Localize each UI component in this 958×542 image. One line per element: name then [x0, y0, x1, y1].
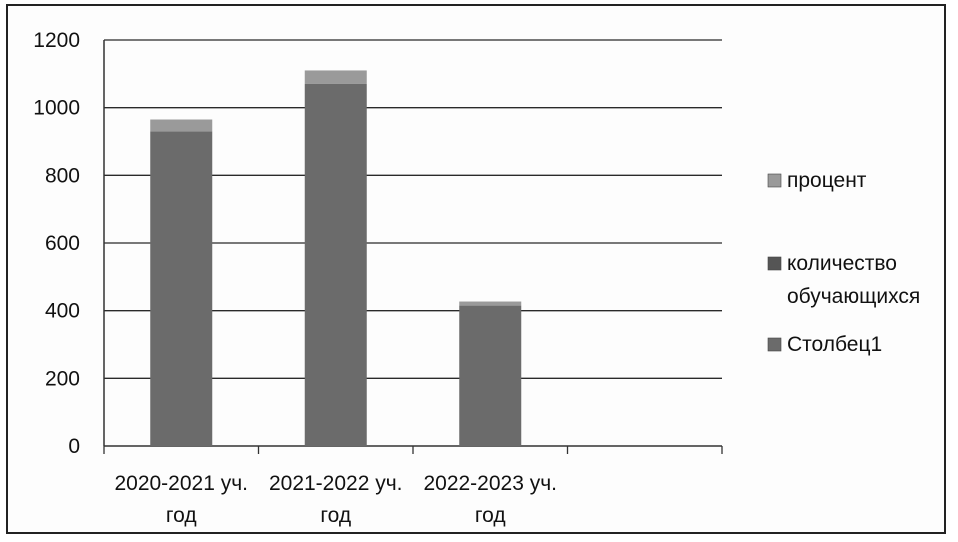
y-tick-label: 600	[45, 232, 80, 255]
legend-label: количество	[787, 252, 897, 275]
bar-procent-2	[304, 70, 367, 84]
bar-kolichestvo-1	[150, 131, 213, 446]
legend-swatch	[767, 256, 782, 271]
x-category-label: год	[475, 504, 506, 527]
y-axis-ticks: 0 200 400 600 800 1000 1200	[33, 29, 80, 458]
y-tick-label: 1200	[33, 29, 80, 52]
y-tick-label: 200	[45, 367, 80, 390]
y-tick-label: 400	[45, 300, 80, 323]
legend-swatch	[767, 173, 782, 188]
legend: процент количество обучающихся Столбец1	[767, 169, 920, 356]
y-tick-label: 1000	[33, 97, 80, 120]
bar-procent-3	[459, 301, 522, 306]
bars	[150, 70, 522, 446]
x-category-label: год	[166, 504, 197, 527]
y-tick-label: 800	[45, 164, 80, 187]
bar-kolichestvo-2	[304, 83, 367, 446]
x-category-label: 2021-2022 уч.	[269, 472, 403, 495]
bar-procent-1	[150, 119, 213, 132]
x-category-label: год	[320, 504, 351, 527]
legend-swatch	[767, 337, 782, 352]
legend-label: обучающихся	[787, 285, 920, 308]
legend-label: Столбец1	[787, 333, 882, 356]
y-tick-label: 0	[68, 435, 80, 458]
legend-label: процент	[787, 169, 867, 192]
x-axis: 2020-2021 уч. год 2021-2022 уч. год 2022-202…	[103, 446, 723, 527]
x-category-label: 2022-2023 уч.	[423, 472, 557, 495]
bar-kolichestvo-3	[459, 305, 522, 446]
x-category-label: 2020-2021 уч.	[114, 472, 248, 495]
